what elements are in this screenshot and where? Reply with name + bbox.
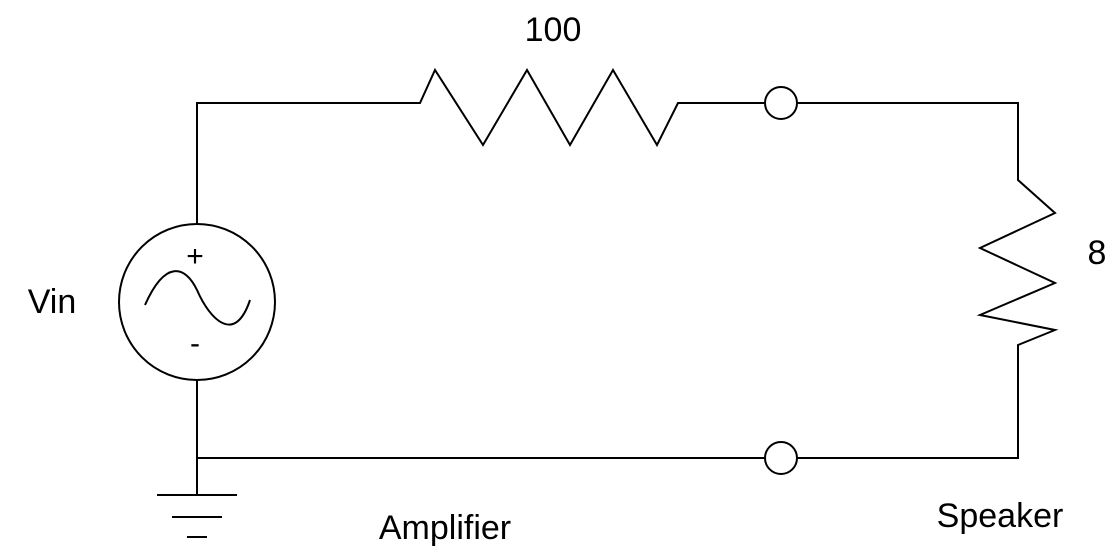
- terminal: [764, 86, 798, 120]
- resistor-label: 8: [1088, 234, 1107, 272]
- source-label: Vin: [28, 283, 77, 321]
- minus-sign: -: [190, 327, 200, 360]
- top-right-wire: [797, 102, 1059, 459]
- resistor-label: 100: [525, 11, 582, 49]
- sine-symbol: [144, 270, 251, 326]
- plus-sign: +: [186, 240, 204, 273]
- speaker-label: Speaker: [937, 497, 1064, 535]
- amplifier-label: Amplifier: [379, 509, 511, 547]
- top-wire: [196, 67, 765, 224]
- terminal: [764, 441, 798, 475]
